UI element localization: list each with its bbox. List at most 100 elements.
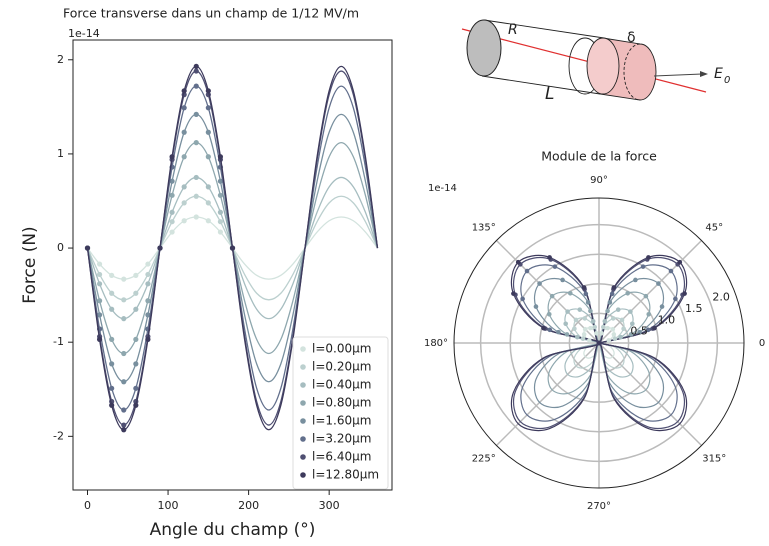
field-label: E bbox=[714, 66, 723, 82]
r-tick-label: 2.0 bbox=[712, 291, 730, 304]
legend-box bbox=[292, 336, 389, 490]
legend-marker bbox=[300, 454, 306, 460]
data-point bbox=[96, 298, 103, 304]
legend-label: l=12.80µm bbox=[312, 468, 379, 482]
x-tick-label: 0 bbox=[84, 499, 91, 512]
data-point bbox=[541, 325, 546, 331]
data-point bbox=[96, 281, 103, 287]
data-point bbox=[582, 316, 588, 321]
theta-tick-label: 270° bbox=[587, 501, 611, 512]
data-point bbox=[133, 385, 139, 391]
data-point bbox=[524, 268, 530, 274]
data-point bbox=[109, 290, 115, 296]
data-point bbox=[145, 336, 151, 342]
data-point bbox=[193, 193, 199, 199]
r-tick-label: 1.5 bbox=[685, 302, 703, 315]
data-point bbox=[96, 336, 103, 342]
data-point bbox=[625, 290, 631, 296]
theta-tick-label: 0 bbox=[759, 338, 765, 349]
data-point bbox=[581, 285, 587, 290]
theta-tick-label: 315° bbox=[702, 453, 726, 464]
data-point bbox=[217, 229, 224, 235]
data-point bbox=[193, 111, 199, 117]
data-point bbox=[619, 317, 625, 323]
data-point bbox=[193, 63, 199, 69]
data-point bbox=[193, 83, 199, 89]
data-point bbox=[109, 336, 115, 342]
y-tick-label: 2 bbox=[57, 53, 64, 66]
legend-label: l=0.00µm bbox=[312, 342, 371, 356]
data-point bbox=[572, 326, 577, 332]
data-point bbox=[596, 340, 602, 346]
data-point bbox=[169, 192, 175, 198]
data-point bbox=[121, 422, 127, 428]
data-point bbox=[556, 329, 561, 335]
data-point bbox=[193, 68, 199, 74]
data-point bbox=[583, 291, 589, 297]
y-tick-label: 1 bbox=[57, 147, 64, 160]
data-point bbox=[181, 88, 187, 94]
data-point bbox=[577, 307, 583, 312]
data-point bbox=[673, 296, 678, 302]
data-point bbox=[181, 200, 187, 206]
legend-marker bbox=[300, 364, 306, 370]
data-point bbox=[605, 308, 610, 314]
data-point bbox=[567, 290, 573, 296]
y-tick-label: -2 bbox=[53, 429, 64, 442]
data-point bbox=[217, 209, 224, 215]
data-point bbox=[133, 290, 139, 296]
data-point bbox=[133, 272, 139, 278]
data-point bbox=[628, 309, 633, 314]
data-point bbox=[96, 312, 103, 318]
data-point bbox=[580, 336, 586, 342]
r-tick-label: 1.0 bbox=[658, 313, 676, 326]
cylinder-diagram: R δ L E 0 bbox=[461, 19, 730, 104]
legend-label: l=6.40µm bbox=[312, 450, 371, 464]
data-point bbox=[643, 293, 649, 299]
data-point bbox=[588, 308, 593, 314]
data-point bbox=[145, 261, 151, 267]
data-point bbox=[656, 281, 661, 286]
data-point bbox=[181, 218, 187, 224]
data-point bbox=[630, 321, 635, 327]
theta-tick-label: 225° bbox=[472, 453, 496, 464]
data-point bbox=[646, 255, 651, 260]
data-point bbox=[602, 318, 608, 324]
data-point bbox=[217, 178, 224, 184]
data-point bbox=[205, 184, 211, 190]
data-point bbox=[109, 402, 115, 408]
data-point bbox=[193, 214, 199, 220]
data-point bbox=[205, 154, 211, 160]
data-point bbox=[611, 332, 617, 337]
data-point bbox=[618, 334, 624, 340]
data-point bbox=[537, 281, 542, 286]
data-point bbox=[588, 325, 593, 331]
plot-frame bbox=[72, 39, 393, 491]
data-point bbox=[84, 245, 91, 251]
grid-spoke bbox=[598, 342, 703, 447]
data-point bbox=[109, 272, 115, 278]
data-point bbox=[592, 324, 598, 330]
data-point bbox=[564, 332, 570, 337]
data-point bbox=[96, 261, 103, 267]
data-point bbox=[610, 316, 616, 321]
y-tick-label: -1 bbox=[53, 335, 64, 348]
legend-marker bbox=[300, 472, 306, 478]
data-point bbox=[193, 174, 199, 181]
data-point bbox=[615, 307, 621, 312]
data-point bbox=[133, 306, 139, 312]
data-point bbox=[205, 105, 211, 111]
data-point bbox=[637, 329, 642, 335]
legend-marker bbox=[300, 418, 306, 424]
data-point bbox=[169, 219, 175, 225]
data-point bbox=[606, 338, 612, 343]
data-point bbox=[109, 385, 115, 391]
theta-tick-label: 45° bbox=[705, 223, 723, 234]
legend-label: l=0.40µm bbox=[312, 378, 371, 392]
data-point bbox=[609, 291, 615, 297]
data-point bbox=[682, 291, 687, 296]
field-subscript: 0 bbox=[724, 75, 730, 86]
data-point bbox=[633, 277, 638, 283]
data-point bbox=[205, 218, 211, 224]
data-point bbox=[586, 338, 592, 343]
